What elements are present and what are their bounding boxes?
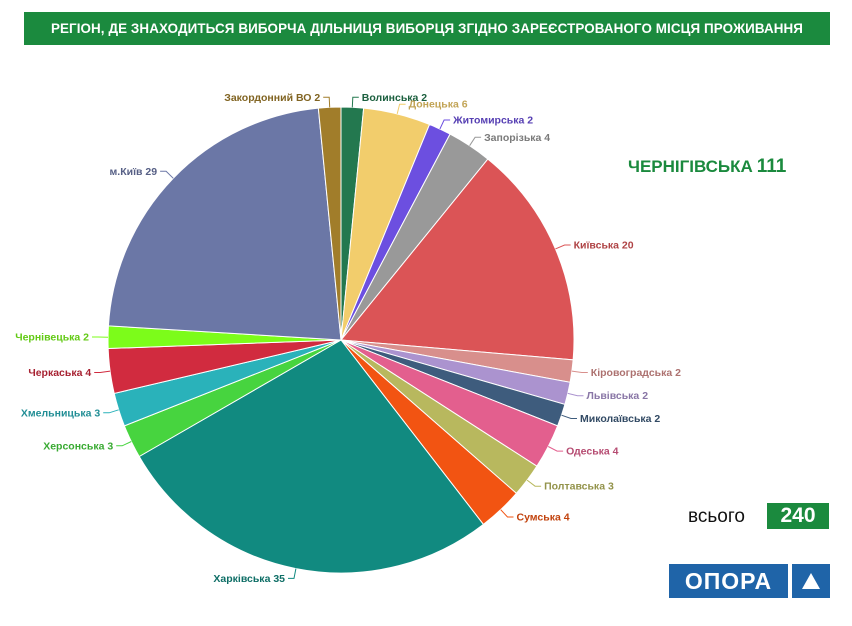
leader-line-харківська bbox=[288, 568, 297, 579]
leader-line-запорізька bbox=[469, 136, 482, 146]
leader-line-полтавська bbox=[526, 479, 542, 487]
leader-line-миколаївська bbox=[561, 414, 577, 419]
slice-label-житомирська: Житомирська 2 bbox=[452, 115, 533, 127]
highlight-value: 111 bbox=[756, 156, 787, 177]
slice-label-донецька: Донецька 6 bbox=[409, 99, 468, 111]
total-label: всього bbox=[688, 506, 745, 527]
leader-line-кіровоградська bbox=[571, 370, 588, 373]
opora-logo: ОПОРА bbox=[669, 564, 830, 598]
leader-line-сумська bbox=[500, 509, 514, 518]
slice-label-херсонська: Херсонська 3 bbox=[43, 440, 113, 452]
pie-leader-lines bbox=[92, 96, 588, 579]
slice-label-київська: Київська 20 bbox=[574, 240, 634, 252]
highlight-label: ЧЕРНІГІВСЬКА bbox=[628, 157, 753, 176]
slice-label-закордонний-во: Закордонний ВО 2 bbox=[224, 92, 320, 104]
leader-line-львівська bbox=[567, 392, 584, 397]
pie-slice-харківська bbox=[138, 339, 485, 574]
slice-label-одеська: Одеська 4 bbox=[566, 446, 619, 458]
leader-line-житомирська bbox=[439, 119, 451, 130]
slice-label-м-київ: м.Київ 29 bbox=[110, 166, 158, 178]
logo-text: ОПОРА bbox=[669, 564, 788, 598]
total-value: 240 bbox=[767, 503, 829, 529]
slice-label-миколаївська: Миколаївська 2 bbox=[580, 413, 660, 425]
slice-label-чернівецька: Чернівецька 2 bbox=[15, 332, 89, 344]
slice-label-харківська: Харківська 35 bbox=[213, 573, 285, 585]
leader-line-м-київ bbox=[160, 170, 174, 179]
slice-label-львівська: Львівська 2 bbox=[587, 390, 649, 402]
slice-label-полтавська: Полтавська 3 bbox=[544, 481, 614, 493]
leader-line-хмельницька bbox=[103, 409, 119, 414]
slice-label-черкаська: Черкаська 4 bbox=[28, 367, 91, 379]
slice-label-запорізька: Запорізька 4 bbox=[484, 132, 550, 144]
leader-line-київська bbox=[555, 244, 571, 250]
slice-label-хмельницька: Хмельницька 3 bbox=[21, 407, 100, 419]
slice-label-сумська: Сумська 4 bbox=[517, 512, 570, 524]
slice-label-волинська: Волинська 2 bbox=[362, 92, 428, 104]
pie-slices bbox=[107, 106, 575, 574]
leader-line-черкаська bbox=[94, 370, 111, 373]
pie-slice-м-київ bbox=[107, 107, 342, 341]
leader-line-херсонська bbox=[116, 441, 132, 447]
chart-title: РЕГІОН, ДЕ ЗНАХОДИТЬСЯ ВИБОРЧА ДІЛЬНИЦЯ … bbox=[24, 12, 830, 45]
leader-line-одеська bbox=[547, 446, 564, 452]
leader-line-волинська bbox=[351, 96, 359, 108]
leader-line-закордонний-во bbox=[323, 96, 331, 108]
triangle-icon bbox=[792, 564, 830, 598]
leader-line-донецька bbox=[396, 103, 406, 115]
slice-label-кіровоградська: Кіровоградська 2 bbox=[591, 367, 681, 379]
highlight-callout: ЧЕРНІГІВСЬКА 111 bbox=[628, 156, 786, 178]
